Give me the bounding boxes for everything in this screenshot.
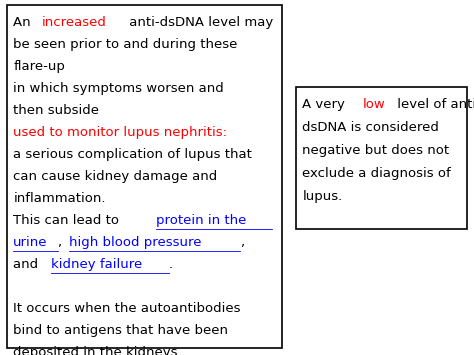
Text: protein in the: protein in the <box>155 214 246 227</box>
Text: urine: urine <box>13 236 48 249</box>
Text: lupus.: lupus. <box>302 190 343 203</box>
Text: bind to antigens that have been: bind to antigens that have been <box>13 324 228 337</box>
Text: then subside: then subside <box>13 104 99 117</box>
Bar <box>7 5 282 348</box>
Text: used to monitor lupus nephritis:: used to monitor lupus nephritis: <box>13 126 227 139</box>
Text: be seen prior to and during these: be seen prior to and during these <box>13 38 237 51</box>
Text: high blood pressure: high blood pressure <box>69 236 201 249</box>
Text: anti-dsDNA level may: anti-dsDNA level may <box>125 16 273 29</box>
Text: in which symptoms worsen and: in which symptoms worsen and <box>13 82 224 95</box>
Bar <box>296 87 467 229</box>
Text: An: An <box>13 16 35 29</box>
Text: inflammation.: inflammation. <box>13 192 106 205</box>
Text: kidney failure: kidney failure <box>51 258 142 271</box>
Text: .: . <box>169 258 173 271</box>
Text: This can lead to: This can lead to <box>13 214 124 227</box>
Text: flare-up: flare-up <box>13 60 65 73</box>
Text: negative but does not: negative but does not <box>302 144 449 157</box>
Text: level of anti-: level of anti- <box>392 98 474 111</box>
Text: deposited in the kidneys.: deposited in the kidneys. <box>13 346 182 355</box>
Text: exclude a diagnosis of: exclude a diagnosis of <box>302 167 451 180</box>
Text: low: low <box>363 98 386 111</box>
Text: dsDNA is considered: dsDNA is considered <box>302 121 439 134</box>
Text: can cause kidney damage and: can cause kidney damage and <box>13 170 218 183</box>
Text: ,: , <box>58 236 66 249</box>
Text: and: and <box>13 258 43 271</box>
Text: A very: A very <box>302 98 349 111</box>
Text: a serious complication of lupus that: a serious complication of lupus that <box>13 148 252 161</box>
Text: It occurs when the autoantibodies: It occurs when the autoantibodies <box>13 302 241 315</box>
Text: increased: increased <box>42 16 106 29</box>
Text: ,: , <box>239 236 244 249</box>
